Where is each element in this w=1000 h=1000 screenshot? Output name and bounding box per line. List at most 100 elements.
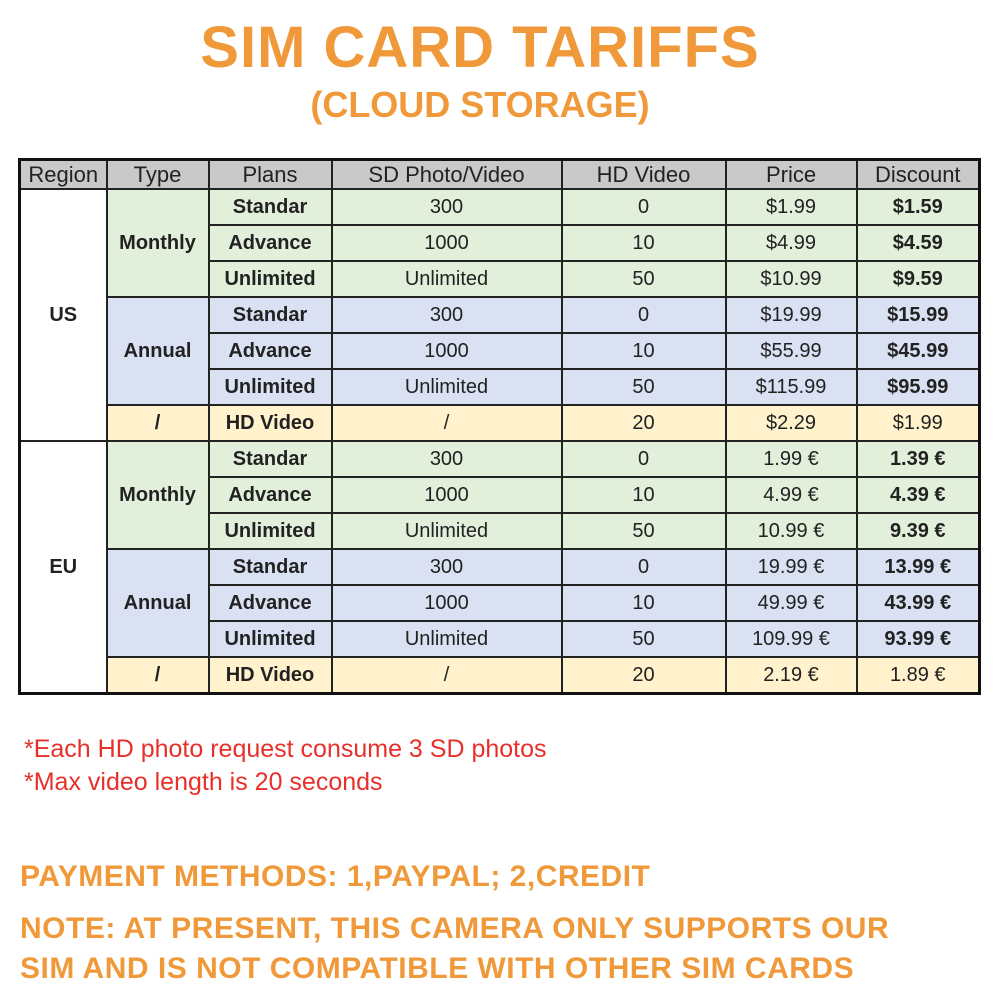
sd-cell: Unlimited: [330, 512, 563, 550]
compatibility-note-line-2: SIM AND IS NOT COMPATIBLE WITH OTHER SIM…: [20, 952, 855, 985]
hd-cell: 0: [560, 440, 727, 478]
type-cell: Monthly: [105, 188, 210, 298]
sd-cell: 300: [330, 548, 563, 586]
note-video-length: *Max video length is 20 seconds: [24, 768, 383, 796]
plan-cell: Advance: [207, 224, 333, 262]
type-cell: Monthly: [105, 440, 210, 550]
plan-cell: Unlimited: [207, 260, 333, 298]
hd-cell: 50: [560, 620, 727, 658]
discount-cell: $1.99: [855, 404, 981, 442]
hd-cell: 10: [560, 332, 727, 370]
price-cell: $4.99: [724, 224, 858, 262]
compatibility-note-line-1: NOTE: AT PRESENT, THIS CAMERA ONLY SUPPO…: [20, 912, 890, 945]
price-cell: 109.99 €: [724, 620, 858, 658]
plan-cell: Standar: [207, 440, 333, 478]
price-cell: $19.99: [724, 296, 858, 334]
table-row: Unlimited Unlimited 50 $10.99 $9.59: [20, 260, 981, 298]
plan-cell: Unlimited: [207, 368, 333, 406]
page-subtitle: (CLOUD STORAGE): [310, 84, 650, 125]
table-row: Unlimited Unlimited 50 $115.99 $95.99: [20, 368, 981, 406]
discount-cell: 43.99 €: [855, 584, 981, 622]
price-cell: $1.99: [724, 188, 858, 226]
hd-cell: 0: [560, 188, 727, 226]
region-cell: EU: [18, 440, 108, 695]
table-row: US Monthly Standar 300 0 $1.99 $1.59: [18, 188, 981, 442]
sd-cell: 1000: [330, 476, 563, 514]
sd-cell: 1000: [330, 332, 563, 370]
hd-cell: 50: [560, 260, 727, 298]
note-hd-photo: *Each HD photo request consume 3 SD phot…: [24, 735, 547, 763]
price-cell: $55.99: [724, 332, 858, 370]
price-cell: 19.99 €: [724, 548, 858, 586]
sd-cell: 300: [330, 440, 563, 478]
price-cell: 10.99 €: [724, 512, 858, 550]
discount-cell: $9.59: [855, 260, 981, 298]
table-row: Advance 1000 10 4.99 €4.39 €: [20, 476, 981, 514]
payment-methods: PAYMENT METHODS: 1,PAYPAL; 2,CREDIT: [20, 860, 651, 893]
sd-cell: 300: [330, 296, 563, 334]
hd-cell: 0: [560, 548, 727, 586]
hd-cell: 10: [560, 224, 727, 262]
page-title: SIM CARD TARIFFS: [200, 15, 760, 80]
header-type: Type: [105, 158, 210, 190]
type-cell: /: [105, 404, 210, 442]
plan-cell: Advance: [207, 332, 333, 370]
hd-cell: 10: [560, 476, 727, 514]
table-row: Advance 1000 10 $4.99 $4.59: [20, 224, 981, 262]
price-cell: $10.99: [724, 260, 858, 298]
table-row: EU Monthly Standar 300 0 1.99 €1.39 €: [18, 440, 981, 695]
type-cell: Annual: [105, 548, 210, 658]
plan-cell: Unlimited: [207, 620, 333, 658]
price-cell: $2.29: [724, 404, 858, 442]
header-hd: HD Video: [560, 158, 727, 190]
plan-cell: Unlimited: [207, 512, 333, 550]
header-plans: Plans: [207, 158, 333, 190]
table-row: Unlimited Unlimited 50 10.99 €9.39 €: [20, 512, 981, 550]
plan-cell: HD Video: [207, 656, 333, 695]
discount-cell: $1.59: [855, 188, 981, 226]
table-row: Annual Standar 300 0 $19.99 $15.99: [20, 296, 981, 406]
sd-cell: Unlimited: [330, 620, 563, 658]
table-row: Annual Standar 300 0 19.99 €13.99 €: [20, 548, 981, 658]
table-row: Advance 1000 10 $55.99 $45.99: [20, 332, 981, 370]
discount-cell: 93.99 €: [855, 620, 981, 658]
price-cell: 1.99 €: [724, 440, 858, 478]
discount-cell: 1.89 €: [855, 656, 981, 695]
hd-cell: 50: [560, 512, 727, 550]
table-row: Advance 1000 10 49.99 €43.99 €: [20, 584, 981, 622]
sd-cell: 1000: [330, 224, 563, 262]
plan-cell: Advance: [207, 584, 333, 622]
header-price: Price: [724, 158, 858, 190]
sd-cell: /: [330, 404, 563, 442]
hd-cell: 0: [560, 296, 727, 334]
price-cell: $115.99: [724, 368, 858, 406]
sd-cell: Unlimited: [330, 368, 563, 406]
table-row: / HD Video/20 $2.29 $1.99: [20, 404, 981, 442]
discount-cell: 1.39 €: [855, 440, 981, 478]
type-cell: /: [105, 656, 210, 695]
plan-cell: Standar: [207, 188, 333, 226]
hd-cell: 50: [560, 368, 727, 406]
type-cell: Annual: [105, 296, 210, 406]
discount-cell: $4.59: [855, 224, 981, 262]
discount-cell: 4.39 €: [855, 476, 981, 514]
hd-cell: 20: [560, 656, 727, 695]
header-discount: Discount: [855, 158, 981, 190]
price-cell: 2.19 €: [724, 656, 858, 695]
plan-cell: HD Video: [207, 404, 333, 442]
discount-cell: $15.99: [855, 296, 981, 334]
price-cell: 49.99 €: [724, 584, 858, 622]
hd-cell: 20: [560, 404, 727, 442]
sd-cell: /: [330, 656, 563, 695]
price-cell: 4.99 €: [724, 476, 858, 514]
discount-cell: 13.99 €: [855, 548, 981, 586]
discount-cell: $95.99: [855, 368, 981, 406]
sd-cell: 1000: [330, 584, 563, 622]
header-region: Region: [18, 158, 108, 190]
plan-cell: Standar: [207, 548, 333, 586]
sd-cell: 300: [330, 188, 563, 226]
table-row: Unlimited Unlimited 50 109.99 €93.99 €: [20, 620, 981, 658]
region-cell: US: [18, 188, 108, 442]
discount-cell: 9.39 €: [855, 512, 981, 550]
table-header-row: Region Type Plans SD Photo/Video HD Vide…: [18, 158, 981, 190]
